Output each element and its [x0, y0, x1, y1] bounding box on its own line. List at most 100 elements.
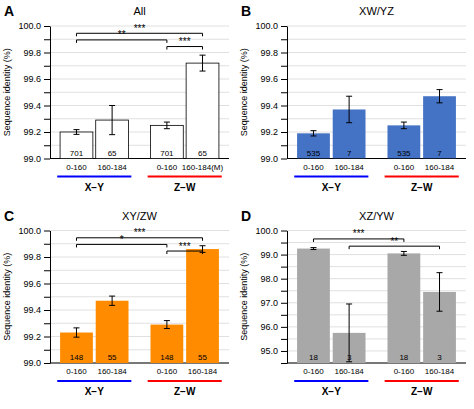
error-bar	[346, 96, 352, 123]
y-tick-mark	[281, 351, 287, 352]
category-label: 0-160	[157, 367, 178, 376]
bar	[297, 133, 330, 158]
y-axis: 99.099.299.499.699.8100.0	[255, 21, 287, 164]
error-bar	[73, 130, 79, 135]
y-tick-label: 99.8	[23, 252, 41, 262]
y-tick-mark	[281, 92, 287, 93]
y-axis: 95.096.097.098.099.0100.0	[255, 226, 287, 364]
y-tick	[44, 297, 50, 298]
n-label: 7	[437, 149, 442, 158]
y-tick: 100.0	[255, 226, 287, 236]
y-axis-title: Sequence identity (%)	[239, 48, 249, 136]
y-axis-title: Sequence identity (%)	[2, 48, 12, 136]
category-label: 160-184	[334, 367, 364, 376]
error-cap	[109, 134, 115, 135]
error-cap	[437, 89, 443, 90]
error-bar	[164, 321, 170, 329]
y-tick: 99.6	[260, 74, 287, 84]
y-tick-mark	[44, 244, 50, 245]
significance-label: ***	[353, 228, 365, 239]
y-tick-mark	[44, 323, 50, 324]
error-line	[202, 55, 203, 71]
category-label: 160-184	[425, 163, 455, 172]
error-cap	[346, 122, 352, 123]
y-tick	[44, 244, 50, 245]
error-bar	[164, 122, 170, 129]
y-tick: 99.2	[23, 127, 50, 137]
error-bar	[200, 55, 206, 71]
error-line	[112, 106, 113, 135]
error-line	[313, 131, 314, 136]
significance-label: ***	[134, 23, 146, 34]
significance-label: **	[390, 236, 398, 247]
error-line	[439, 90, 440, 103]
y-tick: 99.0	[23, 358, 50, 368]
error-line	[112, 296, 113, 305]
group-underline	[294, 380, 368, 382]
error-cap	[346, 303, 352, 304]
error-cap	[310, 130, 316, 131]
y-tick-mark	[44, 297, 50, 298]
group-label: X−Y	[322, 182, 342, 193]
y-tick-mark	[44, 66, 50, 67]
y-tick-mark	[44, 39, 50, 40]
error-bar	[310, 131, 316, 136]
panel-label: D	[241, 208, 251, 224]
y-tick-mark	[281, 363, 287, 364]
y-tick-label: 99.4	[260, 101, 278, 111]
category-label: 0-160	[303, 163, 324, 172]
group-label: Z−W	[411, 182, 433, 193]
error-cap	[109, 296, 115, 297]
y-tick-mark	[281, 315, 287, 316]
category-label: 160-184	[97, 163, 127, 172]
y-axis-line	[50, 231, 51, 364]
subtitle: XY/ZW	[122, 210, 157, 222]
n-label: 18	[309, 353, 318, 362]
n-label: 3	[347, 353, 352, 362]
error-cap	[73, 134, 79, 135]
y-axis-line	[50, 27, 51, 160]
n-label: 535	[397, 149, 411, 158]
n-label: 535	[307, 149, 321, 158]
y-tick-mark	[44, 132, 50, 133]
y-tick-mark	[44, 145, 50, 146]
error-line	[76, 130, 77, 135]
error-bar	[73, 328, 79, 337]
y-tick: 98.0	[260, 274, 287, 284]
error-line	[403, 251, 404, 255]
y-tick: 99.0	[260, 154, 287, 164]
category-label: 160-184	[188, 367, 218, 376]
y-axis: 99.099.299.499.699.8100.0	[18, 21, 50, 164]
bar	[60, 132, 93, 159]
y-tick-mark	[281, 66, 287, 67]
y-tick-label: 99.0	[260, 154, 278, 164]
y-tick: 95.0	[260, 346, 287, 356]
y-tick	[281, 39, 287, 40]
error-cap	[164, 320, 170, 321]
y-tick-mark	[44, 106, 50, 107]
y-tick-mark	[281, 279, 287, 280]
y-tick	[281, 92, 287, 93]
significance-label: ***	[134, 227, 146, 238]
grid-line	[287, 79, 466, 80]
group-underline	[148, 380, 222, 382]
y-tick-label: 100.0	[255, 21, 278, 31]
y-axis-line	[287, 27, 288, 160]
group-label: Z−W	[174, 386, 196, 397]
y-tick-mark	[44, 53, 50, 54]
marks	[297, 90, 456, 159]
y-axis-title: Sequence identity (%)	[2, 253, 12, 341]
error-cap	[200, 55, 206, 56]
y-tick-mark	[281, 132, 287, 133]
y-tick-label: 99.6	[23, 74, 41, 84]
error-cap	[200, 71, 206, 72]
group-label: Z−W	[411, 386, 433, 397]
grid-line	[287, 242, 466, 243]
subtitle: All	[133, 5, 145, 17]
bar	[297, 249, 330, 363]
grid	[287, 26, 466, 159]
error-line	[439, 273, 440, 312]
y-tick: 97.0	[260, 298, 287, 308]
category-label: 0-160	[66, 367, 87, 376]
marks	[60, 55, 219, 158]
